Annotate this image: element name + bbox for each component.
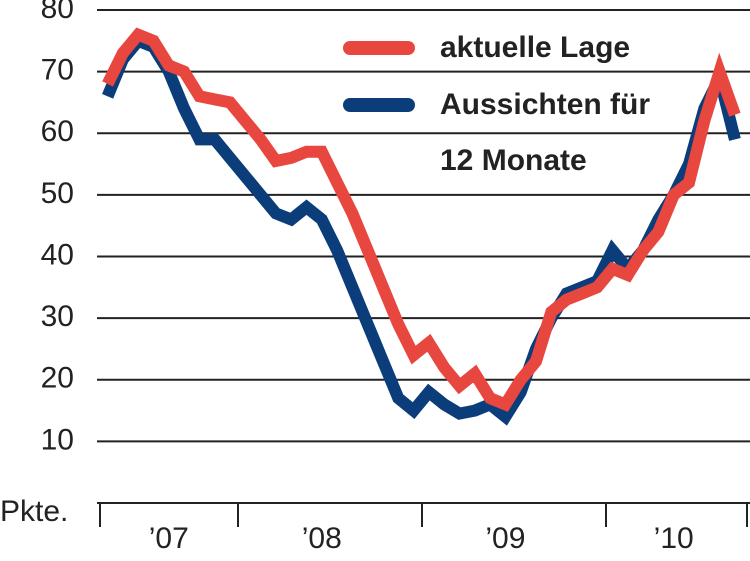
- legend-label: aktuelle Lage: [440, 31, 631, 64]
- y-tick-label: 40: [41, 238, 74, 271]
- y-tick-label: 10: [41, 423, 74, 456]
- y-tick-label: 70: [41, 54, 74, 87]
- y-tick-label: 60: [41, 115, 74, 148]
- y-tick-label: 20: [41, 362, 74, 395]
- series-line: [102, 27, 741, 412]
- y-tick-label: 80: [41, 0, 74, 25]
- y-tick-label: 30: [41, 300, 74, 333]
- x-tick-label: ’10: [654, 522, 694, 555]
- y-unit-label: Pkte.: [0, 495, 68, 528]
- x-tick-label: ’09: [485, 522, 525, 555]
- legend-label: Aussichten für 12 Monate: [440, 88, 651, 177]
- y-tick-label: 50: [41, 177, 74, 210]
- x-tick-label: ’08: [302, 522, 342, 555]
- x-tick-label: ’07: [149, 522, 189, 555]
